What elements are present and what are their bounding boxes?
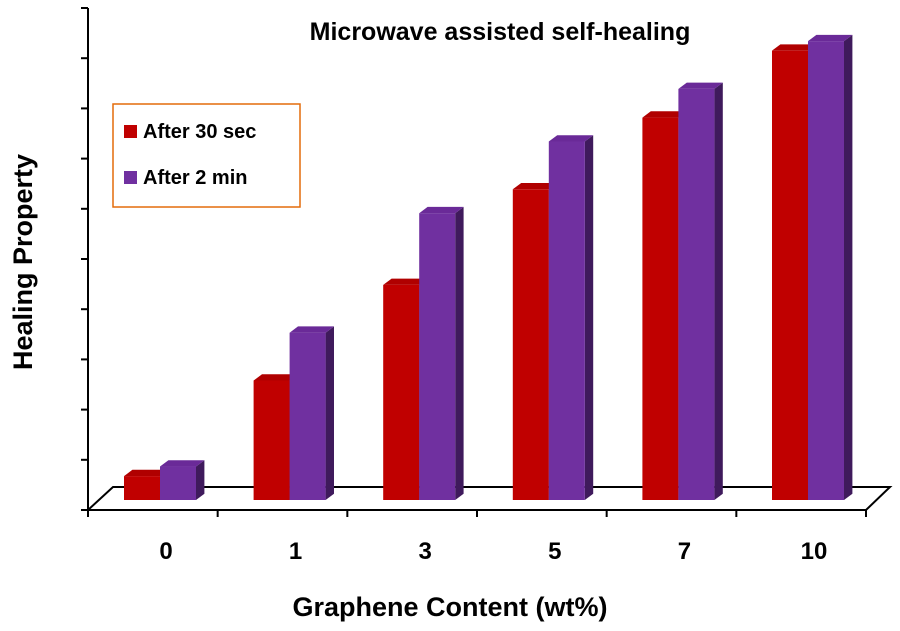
chart-axes [81, 7, 893, 517]
bar-5-after-2-min [548, 135, 594, 500]
bar-top [124, 469, 169, 477]
x-axis-label: Graphene Content (wt%) [293, 592, 608, 622]
bar-top [678, 82, 723, 89]
bar-front [808, 41, 844, 501]
bar-front [512, 189, 549, 501]
bar-top [548, 135, 594, 142]
bar-top [253, 374, 298, 381]
bar-side [844, 34, 853, 500]
bar-top [383, 278, 428, 285]
bar-front [160, 466, 196, 500]
bar-top [419, 206, 464, 214]
bar-top [512, 183, 558, 190]
bar-front [253, 380, 290, 500]
x-tick-labels: 0 1 3 5 7 10 [159, 538, 827, 565]
bar-front [419, 213, 456, 500]
bar-10-after-2-min [808, 34, 853, 501]
x-tick-label-3: 3 [419, 538, 432, 565]
legend-box [112, 103, 301, 208]
bar-top [642, 111, 687, 118]
bar-top [289, 326, 334, 333]
bar-side [714, 82, 723, 501]
chart-title: Microwave assisted self-healing [310, 18, 691, 46]
bar-front [383, 284, 420, 500]
legend-label-after-2-min: After 2 min [143, 167, 247, 189]
legend-label-after-30-sec: After 30 sec [143, 121, 256, 143]
bar-front [289, 332, 326, 500]
bar-3-after-2-min [419, 206, 464, 500]
bar-side [325, 326, 334, 500]
bar-top [808, 34, 853, 42]
x-tick-label-7: 7 [678, 538, 691, 565]
bar-front [548, 141, 585, 500]
chart-floor [85, 486, 893, 511]
chart-bars [124, 34, 853, 501]
legend-swatch-after-2-min [124, 171, 137, 184]
bar-1-after-2-min [289, 326, 334, 500]
bar-side [196, 460, 205, 500]
legend: After 30 sec After 2 min [112, 103, 301, 208]
bar-7-after-2-min [678, 82, 723, 501]
x-tick-label-1: 1 [289, 538, 302, 565]
bar-side [584, 135, 594, 500]
bar-top [160, 460, 205, 467]
x-tick-label-5: 5 [548, 538, 561, 565]
legend-swatch-after-30-sec [124, 125, 137, 138]
bar-0-after-2-min [160, 460, 205, 500]
bar-top [772, 44, 817, 51]
bar-front [772, 50, 808, 501]
y-axis-label: Healing Property [8, 154, 38, 370]
bar-front [124, 476, 160, 500]
bar-front [678, 88, 715, 501]
x-tick-label-0: 0 [159, 538, 172, 565]
x-tick-label-10: 10 [801, 538, 828, 565]
bar-front [642, 117, 679, 500]
bar-side [455, 206, 464, 500]
